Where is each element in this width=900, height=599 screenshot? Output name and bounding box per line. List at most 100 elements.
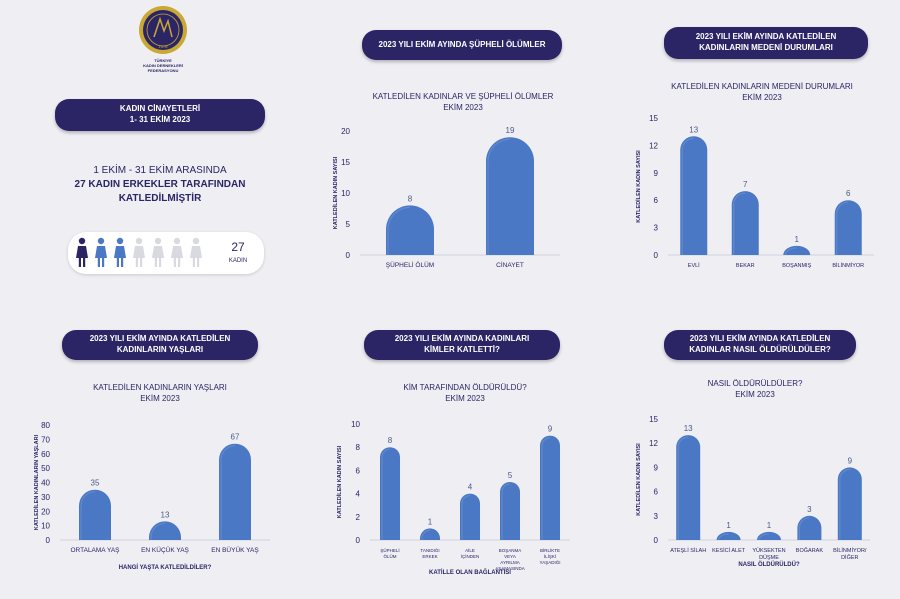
category-label: ORTALAMA YAŞ [70,547,120,554]
bar [837,467,862,540]
y-tick-label: 15 [649,415,658,424]
chart-title: KATLEDİLEN KADINLAR VE ŞÜPHELİ ÖLÜMLER EK… [372,92,554,112]
bar-highlight [718,533,729,541]
woman-icon [152,237,164,267]
category-label: İLİŞKİ [544,553,556,559]
category-label: YAŞADIĞI [540,559,561,565]
bar-value-label: 67 [231,433,240,442]
category-label: EN KÜÇÜK YAŞ [141,546,189,554]
y-tick-label: 6 [654,488,659,497]
y-tick-label: 12 [649,141,658,150]
category-label: KESİCİ ALET [712,547,746,554]
y-tick-label: 6 [654,196,659,205]
bar [460,493,480,540]
bar-value-label: 13 [689,125,698,134]
bar-value-label: 1 [428,517,433,526]
x-axis-label: KATİLLE OLAN BAĞLANTISI [429,568,511,576]
category-label: DÜŞME [759,554,779,561]
category-label: EN BÜYÜK YAŞ [211,546,259,554]
chart-title: NASIL ÖLDÜRÜLDÜLER? EKİM 2023 [707,379,803,399]
y-axis-label: KATLEDİLEN KADINLARIN YAŞLARI [33,434,40,530]
bar-highlight [80,491,96,540]
category-label: VEYA [504,554,516,559]
svg-text:1976: 1976 [159,44,169,49]
category-label: TANIDIĞI [420,547,439,553]
bar-value-label: 1 [767,521,772,530]
bar [486,137,534,255]
bar-highlight [541,437,551,540]
category-label: BİLİNMİYOR/ [833,547,867,554]
chart-banner: 2023 YILI EKİM AYINDA KATLEDİLEN KADINLAR… [62,330,258,360]
category-label: BİRLİKTE [540,547,560,553]
y-tick-label: 70 [41,435,50,444]
bar [834,200,862,255]
y-tick-label: 5 [346,220,351,229]
category-label: AŞAMASINDA [495,566,525,571]
category-label: DİĞER [841,554,858,561]
bar-value-label: 13 [684,424,693,433]
org-seal-logo: 1976 [139,6,187,54]
bar-highlight [677,436,689,540]
bar [676,435,701,540]
chart-banner: 2023 YILI EKİM AYINDA ŞÜPHELİ ÖLÜMLER [362,30,562,60]
bar-value-label: 9 [848,456,853,465]
bar [500,482,520,540]
chart-title: KİM TARAFINDAN ÖLDÜRÜLDÜ? EKİM 2023 [403,383,527,403]
chart-banner: 2023 YILI EKİM AYINDA KADINLARI KİMLER KA… [364,330,560,360]
bar-highlight [421,529,431,540]
category-label: AİLE [465,547,475,553]
woman-icon [133,237,145,267]
chart-banner: 2023 YILI EKİM AYINDA KATLEDİLEN KADINLAR… [664,27,868,59]
y-tick-label: 50 [41,464,50,473]
bar [783,245,811,255]
category-label: AYRILMA [500,560,519,565]
chart-title: KATLEDİLEN KADINLARIN YAŞLARI EKİM 2023 [93,383,227,403]
category-label: ERKEK [422,554,437,559]
y-tick-label: 0 [46,536,51,545]
bar [680,136,708,255]
bar [219,443,251,540]
y-tick-label: 0 [654,536,659,545]
y-tick-label: 15 [341,158,350,167]
bar-value-label: 1 [795,235,800,244]
bar-highlight [150,522,166,540]
bar-value-label: 35 [91,479,100,488]
category-label: ŞÜPHELİ [380,547,399,553]
y-tick-label: 2 [356,513,361,522]
woman-icon [190,237,202,267]
category-label: İÇİNDEN [461,553,480,559]
y-tick-label: 60 [41,450,50,459]
y-tick-label: 20 [41,507,50,516]
bar-value-label: 7 [743,180,748,189]
y-tick-label: 30 [41,493,50,502]
bar-value-label: 8 [388,436,393,445]
bar [540,435,560,540]
category-label: EVLİ [688,262,700,269]
bar [731,191,759,255]
counter-unit: KADIN [228,258,248,264]
bar-highlight [836,201,849,255]
category-label: ÖLÜM [383,553,396,559]
category-label: YÜKSEKTEN [752,547,785,554]
bar-highlight [387,206,411,255]
bar [420,528,440,540]
y-tick-label: 10 [351,420,360,429]
y-tick-label: 3 [654,512,659,521]
bar-highlight [681,137,694,255]
y-tick-label: 0 [346,251,351,260]
bar [797,515,822,540]
bar-value-label: 8 [408,194,413,203]
x-axis-label: HANGİ YAŞTA KATLEDİLDİLER? [119,564,212,571]
woman-icon [76,237,88,267]
y-tick-label: 3 [654,224,659,233]
y-axis-label: KATLEDİLEN KADIN SAYISI [635,150,642,223]
category-label: BOŞANMA [499,548,522,553]
bar-value-label: 4 [468,483,473,492]
y-tick-label: 9 [654,463,659,472]
category-label: BEKAR [736,263,755,269]
woman-icons-row [76,237,202,267]
category-label: BOŞANMIŞ [782,263,811,269]
woman-icon [114,237,126,267]
y-tick-label: 10 [341,189,350,198]
y-tick-label: 8 [356,443,361,452]
